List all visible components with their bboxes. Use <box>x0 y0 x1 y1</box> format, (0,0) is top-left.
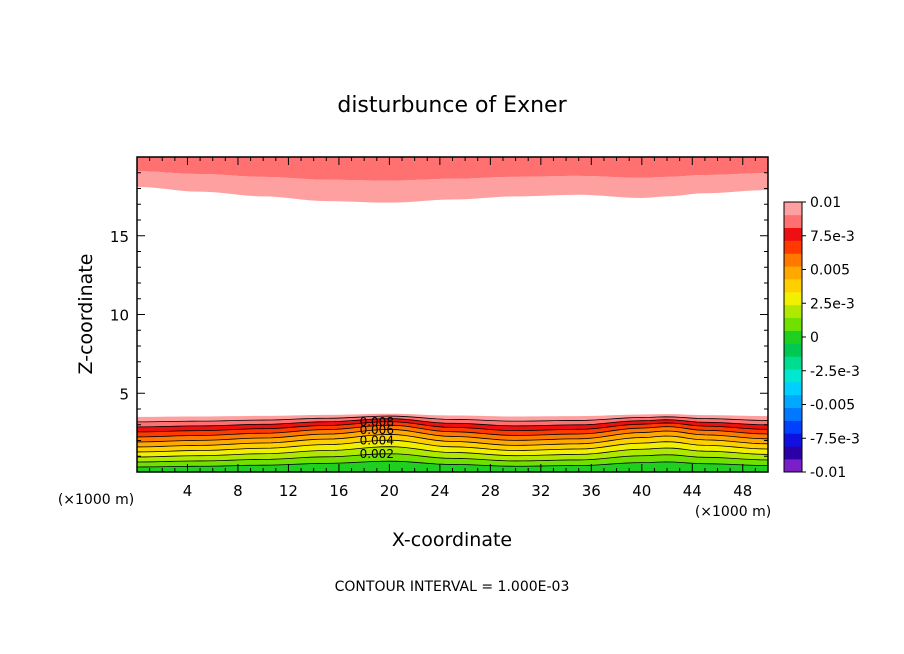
y-tick-label: 15 <box>110 228 129 246</box>
contour-band <box>137 446 768 462</box>
x-tick-label: 36 <box>582 482 601 500</box>
contour-band <box>137 421 768 437</box>
contour-band <box>137 413 768 422</box>
x-tick-label: 40 <box>632 482 651 500</box>
contour-label: 0.004 <box>360 434 394 448</box>
x-axis-unit: (×1000 m) <box>695 504 771 520</box>
colorbar-swatch <box>784 253 802 267</box>
x-tick-label: 4 <box>183 482 193 500</box>
contour-label: 0.002 <box>360 447 394 461</box>
x-tick-label: 24 <box>430 482 449 500</box>
x-tick-label: 20 <box>380 482 399 500</box>
contour-band <box>137 440 768 457</box>
colorbar-label: -0.005 <box>810 398 855 414</box>
contour-lines <box>137 415 768 468</box>
colorbar-swatch <box>784 459 802 473</box>
colorbar-label: 2.5e-3 <box>810 296 855 312</box>
contour-line <box>137 446 768 458</box>
contour-line <box>137 439 768 453</box>
colorbar-label: 0.005 <box>810 263 850 279</box>
contour-band <box>137 157 768 181</box>
contour-line <box>137 415 768 423</box>
colorbar-swatch <box>784 382 802 396</box>
contour-line <box>137 421 768 433</box>
contour-band <box>137 429 768 447</box>
chart-title: disturbunce of Exner <box>337 93 567 118</box>
contour-line <box>137 434 768 448</box>
contour-band <box>137 171 768 203</box>
contour-band <box>137 453 768 467</box>
x-tick-label: 8 <box>233 482 243 500</box>
x-tick-label: 48 <box>733 482 752 500</box>
colorbar-swatch <box>784 394 802 409</box>
contour-band <box>137 425 768 442</box>
contour-label: 0.006 <box>360 423 394 437</box>
colorbar-swatch <box>784 433 802 447</box>
colorbar-swatch <box>784 446 802 460</box>
contour-fills <box>137 157 768 472</box>
y-axis-unit: (×1000 m) <box>58 492 134 508</box>
colorbar-swatch <box>784 317 802 331</box>
x-axis-label: X-coordinate <box>392 529 512 551</box>
colorbar-label: 0.01 <box>810 195 841 211</box>
colorbar-swatch <box>784 214 802 229</box>
colorbar-swatch <box>784 227 802 241</box>
contour-line <box>137 460 768 468</box>
contour-line <box>137 424 768 438</box>
colorbar-swatch <box>784 240 802 254</box>
contour-label: 0.008 <box>360 415 394 429</box>
contour-interval-note: CONTOUR INTERVAL = 1.000E-03 <box>335 579 570 595</box>
x-tick-label: 28 <box>481 482 500 500</box>
colorbar-label: -2.5e-3 <box>810 364 860 380</box>
colorbar: 0.01 7.5e-3 0.005 2.5e-3 0 -2.5e-3 -0.005 -7.5e… <box>783 195 860 481</box>
x-tick-label: 16 <box>329 482 348 500</box>
contour-band <box>137 418 768 432</box>
colorbar-swatch <box>784 304 802 319</box>
colorbar-label: 0 <box>810 330 819 346</box>
contour-band <box>137 461 768 472</box>
colorbar-swatch <box>784 266 802 280</box>
contour-band <box>137 416 768 427</box>
colorbar-label: -0.01 <box>810 465 846 481</box>
contour-line <box>137 453 768 463</box>
x-tick-label: 12 <box>279 482 298 500</box>
colorbar-swatch <box>784 420 802 434</box>
colorbar-swatch <box>784 369 802 383</box>
colorbar-label: -7.5e-3 <box>810 431 860 447</box>
colorbar-swatch <box>784 279 802 293</box>
contour-band <box>137 434 768 452</box>
colorbar-swatch <box>784 202 802 216</box>
colorbar-swatch <box>784 343 802 357</box>
y-tick-label: 10 <box>110 307 129 325</box>
colorbar-swatch <box>784 330 802 344</box>
colorbar-label: 7.5e-3 <box>810 229 855 245</box>
x-tick-label: 44 <box>683 482 702 500</box>
contour-line <box>137 418 768 428</box>
y-tick-label: 5 <box>119 385 129 403</box>
colorbar-swatch <box>784 407 802 421</box>
x-tick-label: 32 <box>531 482 550 500</box>
colorbar-swatch <box>784 356 802 370</box>
contour-line <box>137 429 768 443</box>
y-axis-label: Z-coordinate <box>75 254 97 375</box>
colorbar-swatch <box>784 292 802 306</box>
